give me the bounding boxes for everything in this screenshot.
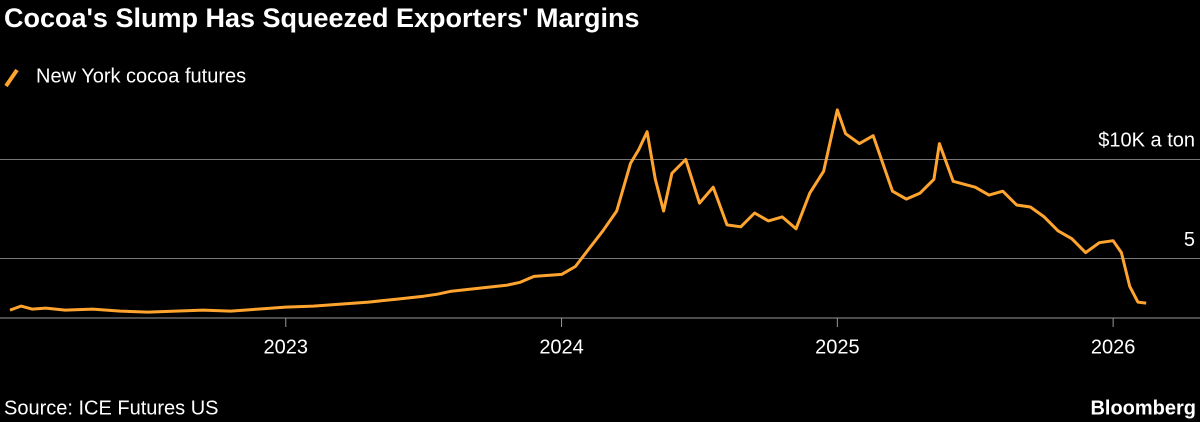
- x-tick-label: 2023: [264, 336, 309, 358]
- legend-label: New York cocoa futures: [36, 65, 246, 87]
- x-tick-label: 2024: [539, 336, 584, 358]
- source: Source: ICE Futures US: [4, 397, 219, 419]
- brand: Bloomberg: [1090, 397, 1196, 419]
- x-tick-label: 2025: [815, 336, 860, 358]
- line-series: [9, 108, 1147, 314]
- legend-swatch: [4, 68, 19, 88]
- x-tick-label: 2026: [1091, 336, 1136, 358]
- y-tick-label: $10K a ton: [1098, 130, 1195, 152]
- y-tick-label: 5: [1184, 229, 1195, 251]
- chart-title: Cocoa's Slump Has Squeezed Exporters' Ma…: [4, 3, 640, 33]
